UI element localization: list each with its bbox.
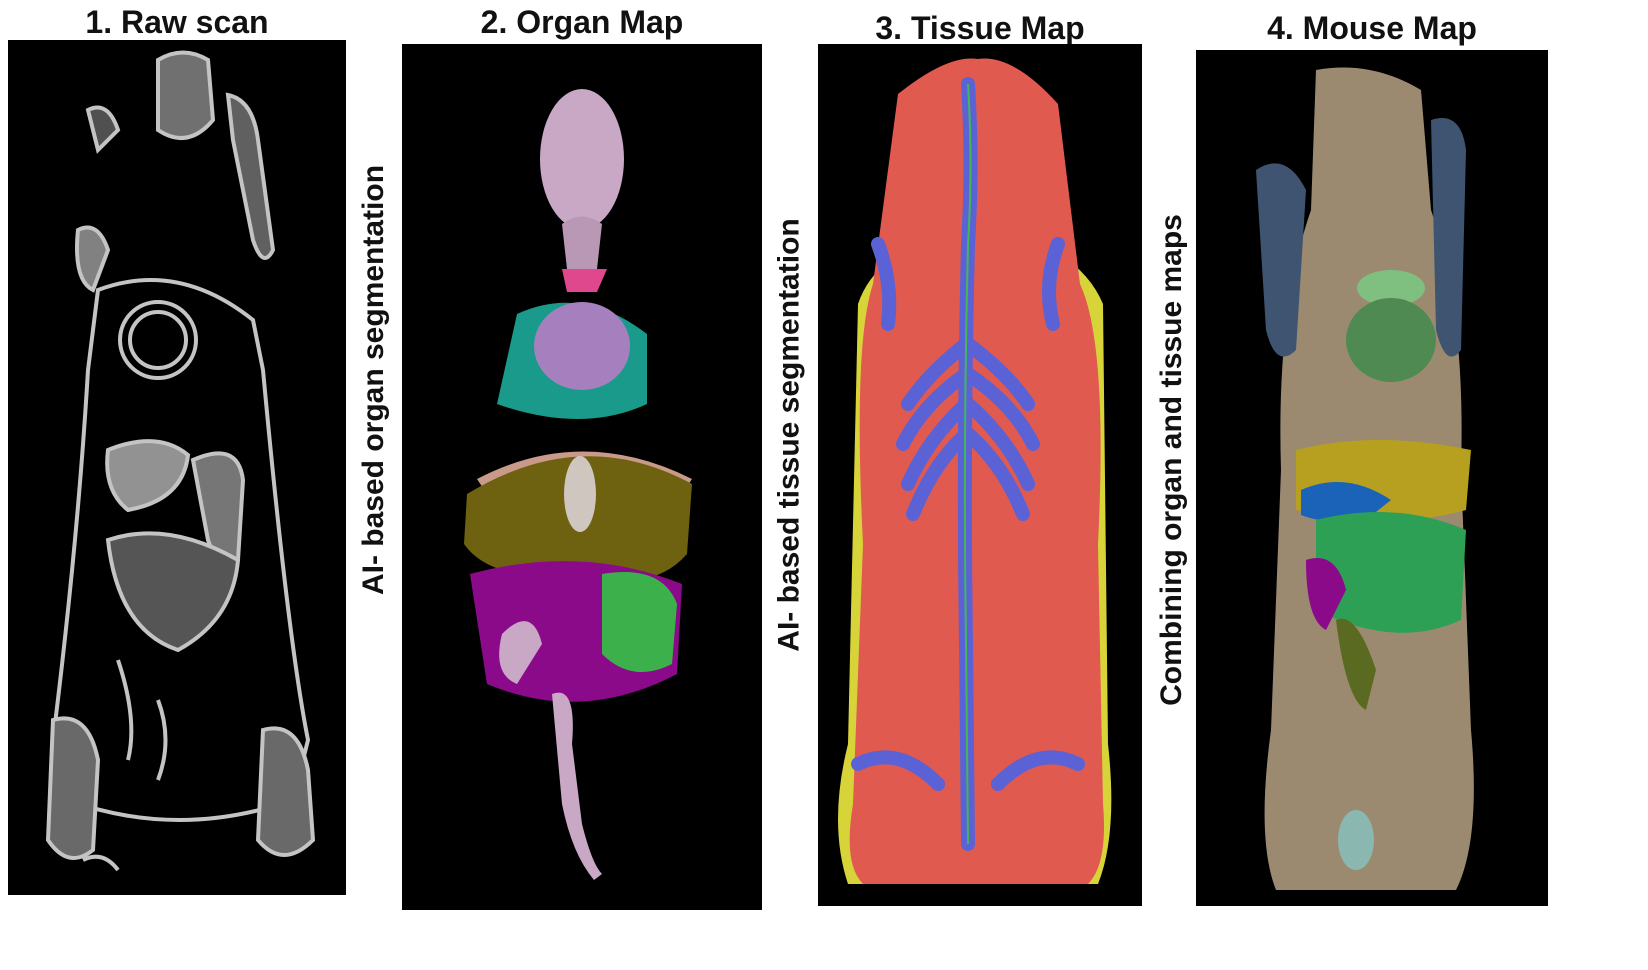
- panel-title-tissue-map: 3. Tissue Map: [875, 10, 1085, 46]
- tissue-boundary: [963, 83, 972, 845]
- organ-trachea: [562, 269, 607, 292]
- tissue-soft: [849, 58, 1104, 884]
- organ-brain: [540, 89, 624, 229]
- step-label-organ-segmentation: AI- based organ segmentation: [352, 120, 396, 640]
- panel-title-organ-map: 2. Organ Map: [480, 4, 684, 40]
- raw-scan-figure: [45, 50, 316, 872]
- step-label-tissue-segmentation: AI- based tissue segmentation: [768, 170, 812, 700]
- mouse-heart: [1357, 270, 1425, 306]
- organ-map-image: [402, 44, 762, 910]
- organ-rectum: [552, 692, 602, 880]
- mouse-heart-ventricle: [1346, 298, 1436, 382]
- step-text: AI- based tissue segmentation: [773, 218, 806, 652]
- raw-scan-image: [8, 40, 346, 895]
- step-text: AI- based organ segmentation: [357, 164, 391, 596]
- step-label-combining-maps: Combining organ and tissue maps: [1150, 160, 1194, 760]
- organ-heart: [534, 302, 630, 390]
- mouse-spleen: [1301, 482, 1391, 522]
- tissue-map-figure: [838, 58, 1112, 884]
- panel-title-raw-scan: 1. Raw scan: [85, 4, 269, 40]
- step-text: Combining organ and tissue maps: [1155, 214, 1188, 706]
- panel-title-mouse-map: 4. Mouse Map: [1267, 10, 1477, 46]
- organ-brainstem: [562, 216, 602, 269]
- mouse-map-image: [1196, 50, 1548, 906]
- organ-stomach: [564, 456, 596, 532]
- organ-cecum: [499, 621, 542, 684]
- organ-map-figure: [464, 89, 692, 880]
- mouse-gut: [1316, 512, 1466, 633]
- organ-colon: [602, 572, 677, 672]
- tissue-map-image: [818, 44, 1142, 906]
- mouse-map-figure: [1256, 67, 1474, 890]
